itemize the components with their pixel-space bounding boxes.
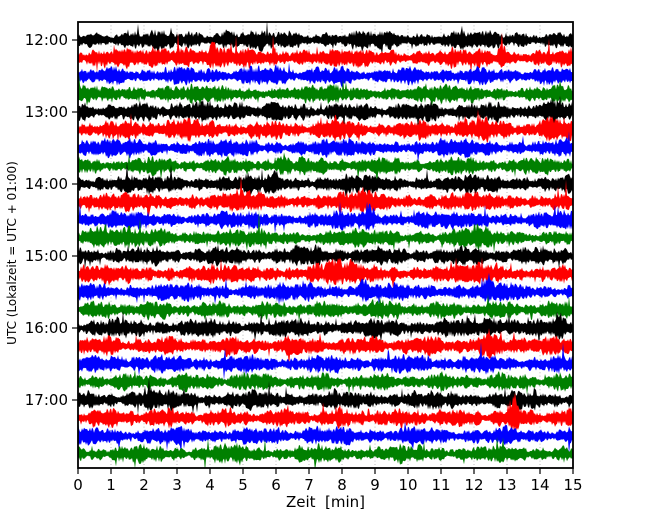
trace-13:45 bbox=[78, 152, 573, 187]
x-tick-label: 15 bbox=[563, 476, 582, 494]
trace-15:30 bbox=[78, 272, 573, 306]
trace-13:00 bbox=[78, 95, 573, 132]
trace-17:00 bbox=[78, 377, 573, 415]
x-tick-label: 1 bbox=[106, 476, 116, 494]
x-tick-label: 10 bbox=[398, 476, 417, 494]
trace-layer bbox=[78, 22, 573, 468]
axis-layer: 0 1 2 3 4 5 6 7 8 9 10 11 12 13 14 1512:0013:0014:0015:… bbox=[25, 31, 583, 494]
trace-14:15 bbox=[78, 175, 573, 229]
trace-13:30 bbox=[78, 131, 573, 164]
x-tick-label: 12 bbox=[464, 476, 483, 494]
x-tick-label: 5 bbox=[238, 476, 248, 494]
trace-14:00 bbox=[78, 160, 573, 202]
y-axis-label: UTC (Lokalzeit = UTC + 01:00) bbox=[5, 161, 19, 345]
trace-17:15 bbox=[78, 392, 573, 433]
x-tick-label: 14 bbox=[530, 476, 549, 494]
x-tick-label: 4 bbox=[205, 476, 215, 494]
trace-14:30 bbox=[78, 201, 573, 234]
trace-16:00 bbox=[78, 310, 573, 348]
trace-17:45 bbox=[78, 436, 573, 468]
trace-14:45 bbox=[78, 209, 573, 253]
x-tick-label: 9 bbox=[370, 476, 380, 494]
trace-12:30 bbox=[78, 62, 573, 88]
y-tick-label: 13:00 bbox=[25, 103, 68, 121]
x-tick-label: 3 bbox=[172, 476, 182, 494]
trace-13:15 bbox=[78, 109, 573, 144]
plot-frame bbox=[77, 21, 574, 469]
y-tick-label: 12:00 bbox=[25, 31, 68, 49]
trace-17:30 bbox=[78, 420, 573, 458]
x-tick-label: 13 bbox=[497, 476, 516, 494]
x-tick-label: 6 bbox=[271, 476, 281, 494]
trace-12:45 bbox=[78, 73, 573, 107]
trace-12:15 bbox=[78, 32, 573, 74]
x-tick-label: 0 bbox=[73, 476, 83, 494]
trace-15:00 bbox=[78, 244, 573, 270]
trace-15:15 bbox=[78, 257, 573, 289]
x-axis-label: Zeit [min] bbox=[286, 493, 365, 511]
trace-16:45 bbox=[78, 369, 573, 395]
y-tick-label: 14:00 bbox=[25, 175, 68, 193]
x-tick-label: 8 bbox=[337, 476, 347, 494]
x-tick-label: 7 bbox=[304, 476, 314, 494]
y-tick-label: 17:00 bbox=[25, 391, 68, 409]
trace-16:30 bbox=[78, 341, 573, 381]
trace-15:45 bbox=[78, 294, 573, 322]
y-tick-label: 15:00 bbox=[25, 247, 68, 265]
trace-12:00 bbox=[78, 22, 573, 66]
y-tick-label: 16:00 bbox=[25, 319, 68, 337]
x-tick-label: 2 bbox=[139, 476, 149, 494]
x-tick-label: 11 bbox=[431, 476, 450, 494]
trace-16:15 bbox=[78, 328, 573, 367]
